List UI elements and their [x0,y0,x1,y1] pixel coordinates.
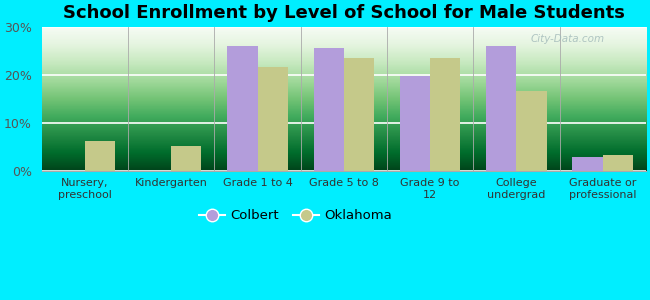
Title: School Enrollment by Level of School for Male Students: School Enrollment by Level of School for… [63,4,625,22]
Bar [400,76,430,171]
Bar [573,157,603,171]
Bar [313,48,344,171]
Bar [516,92,547,171]
Bar [227,46,257,171]
Bar [85,141,115,171]
Text: City-Data.com: City-Data.com [530,34,604,44]
Bar [344,58,374,171]
Bar [430,58,460,171]
Bar [257,68,288,171]
Legend: Colbert, Oklahoma: Colbert, Oklahoma [194,204,397,228]
Bar [486,46,516,171]
Bar [603,155,633,171]
Bar [171,146,202,171]
